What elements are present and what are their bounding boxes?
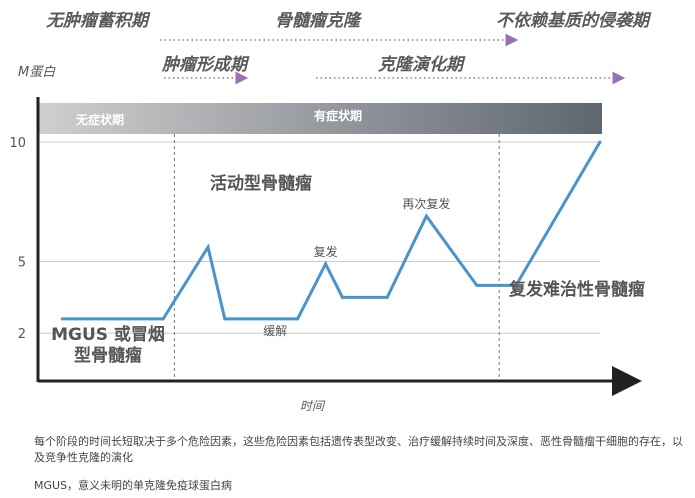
line-point-12 bbox=[598, 140, 602, 144]
band-label-asymptomatic: 无症状期 bbox=[75, 112, 124, 127]
stage-dividers bbox=[173, 134, 500, 380]
x-axis-label: 时间 bbox=[300, 399, 326, 413]
stage-label-mgus-line1: MGUS 或冒烟 bbox=[51, 324, 165, 345]
line-point-6 bbox=[324, 262, 328, 266]
line-annotations: 缓解 复发 再次复发 bbox=[263, 196, 450, 338]
phase-label-tumor-formation: 肿瘤形成期 bbox=[161, 55, 250, 75]
y-tick-label-5: 5 bbox=[18, 256, 26, 271]
line-point-3 bbox=[206, 245, 210, 249]
y-tick-label-2: 2 bbox=[18, 327, 26, 342]
annotation-1: 缓解 bbox=[263, 324, 287, 338]
annotation-3: 再次复发 bbox=[402, 196, 450, 211]
phase-label-myeloma-clone: 骨髓瘤克隆 bbox=[275, 11, 363, 31]
annotation-2: 复发 bbox=[314, 244, 338, 259]
y-tick-labels: 2 5 10 bbox=[9, 136, 26, 342]
stage-label-active: 活动型骨髓瘤 bbox=[210, 173, 312, 194]
phase-label-no-accumulation: 无肿瘤蓄积期 bbox=[45, 11, 151, 31]
line-point-9 bbox=[424, 214, 428, 218]
line-vertices bbox=[60, 140, 602, 321]
line-point-1 bbox=[60, 317, 64, 321]
abbreviation-note: MGUS，意义未明的单克隆免疫球蛋白病 bbox=[34, 479, 233, 492]
stage-label-relapsed-refractory: 复发难治性骨髓瘤 bbox=[508, 279, 645, 300]
phase-label-stroma-independent: 不依赖基质的侵袭期 bbox=[496, 11, 652, 31]
gridlines bbox=[40, 141, 600, 334]
band-label-symptomatic: 有症状期 bbox=[314, 108, 362, 123]
stage-label-mgus-line2: 型骨髓瘤 bbox=[74, 345, 142, 366]
line-point-4 bbox=[223, 317, 227, 321]
symptom-band bbox=[38, 103, 602, 134]
line-point-5 bbox=[296, 317, 300, 321]
disease-course-chart: 无肿瘤蓄积期 骨髓瘤克隆 不依赖基质的侵袭期 肿瘤形成期 克隆演化期 M蛋白 无… bbox=[9, 11, 652, 413]
m-protein-line bbox=[62, 141, 602, 321]
y-tick-label-10: 10 bbox=[9, 136, 26, 151]
line-point-10 bbox=[475, 283, 479, 287]
phase-label-clonal-evolution: 克隆演化期 bbox=[378, 55, 466, 75]
line-point-8 bbox=[385, 295, 389, 299]
footnote: 每个阶段的时间长短取决于多个危险因素，这些危险因素包括遗传表型改变、治疗缓解持续… bbox=[34, 435, 683, 464]
line-point-2 bbox=[161, 317, 165, 321]
y-axis-label: M蛋白 bbox=[18, 65, 56, 80]
line-point-7 bbox=[340, 295, 344, 299]
line-point-11 bbox=[514, 283, 518, 287]
